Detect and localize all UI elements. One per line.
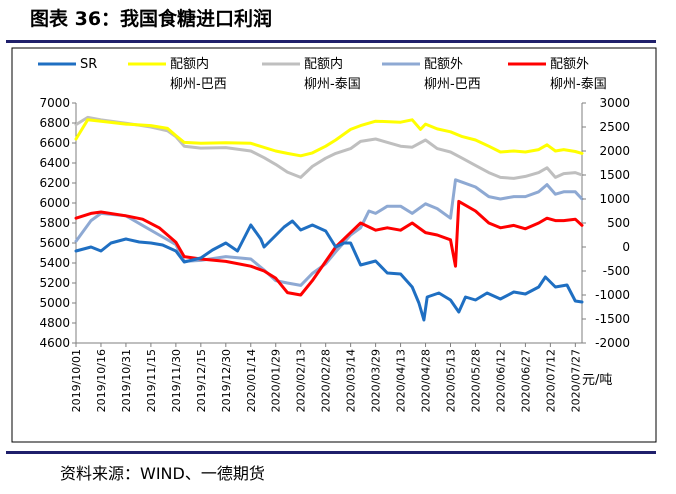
left-tick-label: 6000 — [39, 196, 70, 210]
left-tick-label: 5800 — [39, 216, 70, 230]
x-tick-label: 2020/07/12 — [544, 349, 557, 412]
right-tick-label: -500 — [603, 264, 630, 278]
right-axis-unit: 元/吨 — [582, 373, 612, 388]
legend-label: 柳州-泰国 — [304, 77, 361, 92]
legend-label: 柳州-巴西 — [424, 77, 481, 92]
x-tick-label: 2019/11/30 — [170, 349, 183, 412]
series-line-1 — [74, 118, 584, 158]
left-axis: 4600 4800 5000 5200 5400 5600 5800 6000 6200 6400… — [39, 96, 76, 350]
x-axis: 2019/10/01 2019/10/16 2019/10/31 2019/11/15… — [70, 343, 582, 412]
left-tick-label: 5200 — [39, 276, 70, 290]
left-tick-label: 6600 — [39, 136, 70, 150]
x-tick-label: 2020/07/27 — [569, 349, 582, 412]
x-tick-label: 2020/05/13 — [445, 349, 458, 412]
x-tick-label: 2019/10/31 — [120, 349, 133, 412]
right-tick-label: 1500 — [599, 168, 630, 182]
left-tick-label: 7000 — [39, 96, 70, 110]
x-tick-label: 2019/10/16 — [95, 349, 108, 412]
left-tick-label: 5000 — [39, 296, 70, 310]
x-tick-label: 2020/01/14 — [245, 349, 258, 412]
series-line-0 — [74, 219, 584, 322]
x-tick-label: 2020/03/29 — [370, 349, 383, 412]
x-tick-label: 2020/05/28 — [469, 349, 482, 412]
x-tick-label: 2019/12/15 — [195, 349, 208, 412]
source-note: 资料来源：WIND、一德期货 — [60, 464, 265, 483]
right-tick-label: 2500 — [599, 120, 630, 134]
legend-label: 柳州-巴西 — [170, 77, 227, 92]
right-tick-label: -1000 — [595, 288, 630, 302]
right-tick-label: -1500 — [595, 312, 630, 326]
right-tick-label: 2000 — [599, 144, 630, 158]
x-tick-label: 2020/04/28 — [420, 349, 433, 412]
x-tick-label: 2020/02/28 — [320, 349, 333, 412]
right-axis: -2000 -1500 -1000 -500 0 500 1000 1500 2000 2500 3… — [582, 96, 630, 350]
left-tick-label: 6400 — [39, 156, 70, 170]
right-tick-label: 500 — [607, 216, 630, 230]
left-tick-label: 6800 — [39, 116, 70, 130]
legend-label: 配额外 — [424, 57, 463, 72]
x-tick-label: 2019/12/30 — [220, 349, 233, 412]
figure-title: 图表 36：我国食糖进口利润 — [30, 8, 273, 30]
left-tick-label: 4800 — [39, 316, 70, 330]
series-line-3 — [74, 178, 584, 287]
left-tick-label: 5400 — [39, 256, 70, 270]
left-tick-label: 6200 — [39, 176, 70, 190]
left-tick-label: 5600 — [39, 236, 70, 250]
left-tick-label: 4600 — [39, 336, 70, 350]
x-tick-label: 2020/02/13 — [295, 349, 308, 412]
x-tick-label: 2020/01/29 — [270, 349, 283, 412]
x-tick-label: 2020/04/13 — [395, 349, 408, 412]
right-tick-label: -2000 — [595, 336, 630, 350]
series-line-4 — [74, 199, 584, 297]
right-tick-label: 1000 — [599, 192, 630, 206]
top-rule — [6, 40, 656, 43]
legend-label: 配额外 — [550, 57, 589, 72]
right-tick-label: 0 — [622, 240, 630, 254]
x-tick-label: 2019/11/15 — [145, 349, 158, 412]
legend-label: 配额内 — [170, 56, 209, 72]
x-tick-label: 2019/10/01 — [70, 349, 83, 412]
legend-label: 柳州-泰国 — [550, 77, 607, 92]
x-tick-label: 2020/03/14 — [345, 349, 358, 412]
bottom-rule — [6, 451, 656, 454]
x-tick-label: 2020/06/27 — [519, 349, 532, 412]
legend-label: 配额内 — [304, 56, 343, 72]
right-tick-label: 3000 — [599, 96, 630, 110]
x-tick-label: 2020/06/12 — [494, 349, 507, 412]
plot-area — [74, 103, 584, 344]
legend-label: SR — [80, 57, 97, 72]
